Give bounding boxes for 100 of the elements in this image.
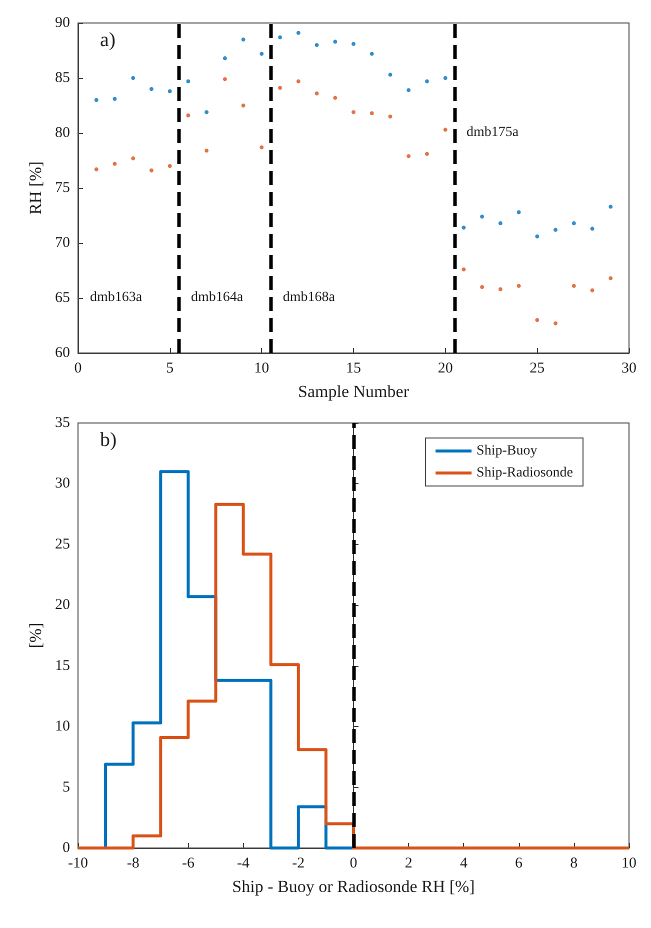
point [462,226,466,230]
point [314,91,319,96]
point [186,113,190,118]
point [498,287,502,292]
point [352,110,356,114]
point [535,318,540,322]
y-tick-label: 25 [55,536,70,552]
point [535,234,540,238]
x-tick-label: 0 [74,360,82,376]
y-axis-title: RH [%] [26,161,45,215]
point [168,164,172,168]
x-tick-label: 2 [404,856,412,872]
point [333,96,338,100]
y-axis-title: [%] [26,622,45,648]
y-tick-label: 60 [55,345,70,361]
annotation: dmb168a [282,290,336,305]
point [314,43,319,47]
x-tick-label: 8 [570,856,578,872]
point [112,96,117,101]
x-tick-label: -2 [292,856,305,872]
y-tick-label: 15 [55,658,70,674]
point [333,40,338,44]
point [572,284,576,288]
point [370,111,374,116]
point [94,98,98,102]
x-tick-label: 5 [166,360,174,376]
y-tick-label: 70 [55,235,70,251]
point [278,86,282,90]
x-tick-label: -10 [68,856,88,872]
x-tick-label: 25 [530,360,545,376]
point [590,288,594,292]
x-tick-label: 20 [438,360,453,376]
point [498,221,502,226]
x-tick-label: 10 [254,360,270,376]
point [149,168,154,172]
point [204,148,209,153]
point [424,79,429,84]
point [204,110,209,114]
annotation: dmb163a [90,290,143,305]
point [462,267,466,272]
point [608,276,613,280]
point [131,76,136,80]
point [186,79,190,84]
annotation: b) [100,429,117,451]
point [406,88,411,92]
y-tick-label: 90 [55,15,70,31]
point [608,204,613,209]
x-tick-label: 15 [346,360,361,376]
point [296,30,300,35]
point [260,145,264,150]
point [572,221,576,226]
point [278,35,282,40]
point [406,154,411,158]
point [352,42,356,46]
point [222,77,227,82]
y-tick-label: 5 [62,779,70,796]
point [370,52,374,56]
y-tick-label: 75 [55,180,70,196]
point [168,89,172,94]
point [241,104,246,108]
x-axis-title: Ship - Buoy or Radiosonde RH [%] [232,877,475,896]
x-tick-label: -4 [237,856,250,872]
x-tick-label: 30 [622,360,636,376]
y-tick-label: 0 [62,840,70,856]
point [554,321,558,326]
x-tick-label: 4 [460,856,468,872]
point [222,56,227,60]
y-tick-label: 85 [55,70,70,86]
point [131,156,136,160]
point [388,114,392,118]
point [388,72,392,77]
y-tick-label: 80 [55,125,70,141]
y-tick-label: 10 [55,718,70,735]
annotation: dmb175a [466,124,520,140]
point [590,226,594,231]
point [443,128,448,132]
point [516,284,521,288]
x-tick-label: -8 [126,856,140,872]
y-tick-label: 20 [55,597,70,614]
point [149,87,154,91]
point [241,38,246,42]
point [480,285,484,289]
point [94,167,98,172]
point [296,79,300,84]
x-tick-label: 0 [350,856,358,872]
point [260,52,264,56]
legend-label: Ship-Radiosonde [476,466,574,480]
x-tick-label: 6 [515,856,524,872]
y-tick-label: 35 [55,415,70,431]
legend-label: Ship-Buoy [476,444,538,458]
y-tick-label: 65 [55,290,70,306]
annotation: a) [100,29,116,51]
point [443,76,448,80]
point [516,210,521,214]
y-tick-label: 30 [55,476,70,492]
point [112,162,117,166]
x-axis-title: Sample Number [298,382,410,401]
x-tick-label: 10 [622,856,636,872]
x-tick-label: -6 [182,856,195,872]
annotation: dmb164a [191,290,244,305]
